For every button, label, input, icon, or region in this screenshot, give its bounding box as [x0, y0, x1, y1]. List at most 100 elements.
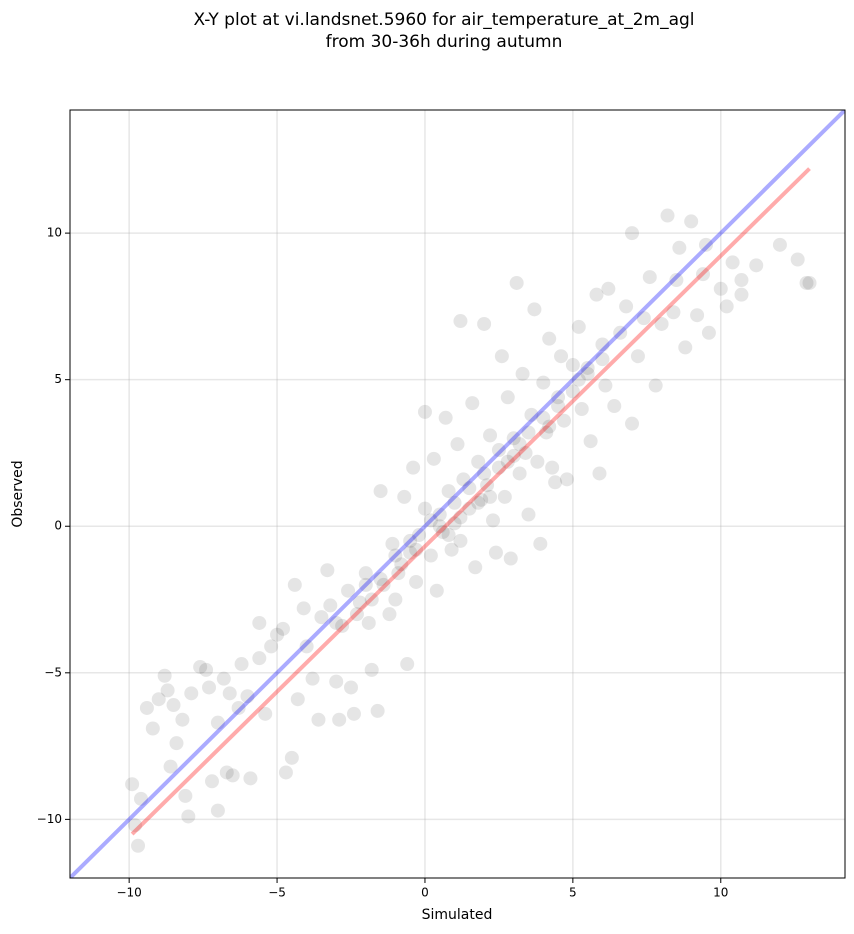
point — [394, 557, 409, 572]
point — [409, 542, 424, 557]
point — [666, 305, 681, 320]
point — [264, 639, 279, 654]
point — [151, 692, 166, 707]
point — [202, 680, 217, 695]
point — [240, 689, 255, 704]
point — [397, 489, 412, 504]
point — [574, 401, 589, 416]
point — [412, 528, 427, 543]
point — [450, 437, 465, 452]
point — [329, 615, 344, 630]
point — [468, 560, 483, 575]
line — [70, 110, 845, 878]
point — [580, 360, 595, 375]
point — [642, 270, 657, 285]
point — [157, 668, 172, 683]
point — [429, 583, 444, 598]
point — [204, 774, 219, 789]
x-tick-label: 5 — [569, 886, 577, 900]
point — [352, 595, 367, 610]
point — [725, 255, 740, 270]
point — [320, 563, 335, 578]
point — [500, 390, 515, 405]
point — [346, 706, 361, 721]
point — [607, 399, 622, 414]
point — [447, 516, 462, 531]
point — [133, 791, 148, 806]
point — [542, 419, 557, 434]
point — [672, 240, 687, 255]
point — [551, 390, 566, 405]
y-tick-label: 5 — [54, 372, 62, 386]
point — [231, 700, 246, 715]
point — [488, 545, 503, 560]
point — [364, 592, 379, 607]
point — [252, 651, 267, 666]
y-tick-label: −5 — [44, 665, 62, 679]
point — [349, 607, 364, 622]
point — [409, 574, 424, 589]
point — [335, 618, 350, 633]
point — [270, 627, 285, 642]
point — [305, 671, 320, 686]
point — [370, 703, 385, 718]
point — [329, 674, 344, 689]
y-tick-label: 0 — [54, 519, 62, 533]
y-tick-label: 10 — [47, 226, 62, 240]
point — [533, 536, 548, 551]
point — [530, 454, 545, 469]
point — [539, 425, 554, 440]
point — [453, 533, 468, 548]
point — [385, 536, 400, 551]
point — [299, 639, 314, 654]
x-tick-label: 10 — [713, 886, 728, 900]
point — [790, 252, 805, 267]
point — [341, 583, 356, 598]
point — [332, 712, 347, 727]
point — [485, 513, 500, 528]
point — [462, 481, 477, 496]
point — [559, 472, 574, 487]
chart-subtitle: from 30-36h during autumn — [326, 32, 563, 52]
point — [583, 434, 598, 449]
point — [512, 466, 527, 481]
point — [571, 319, 586, 334]
x-tick-label: 0 — [421, 886, 429, 900]
point — [545, 460, 560, 475]
point — [163, 759, 178, 774]
point — [719, 299, 734, 314]
point — [565, 384, 580, 399]
point — [376, 577, 391, 592]
point — [518, 445, 533, 460]
point — [595, 352, 610, 367]
point — [512, 437, 527, 452]
point — [598, 378, 613, 393]
point — [556, 413, 571, 428]
point — [417, 501, 432, 516]
point — [471, 495, 486, 510]
point — [551, 399, 566, 414]
point — [160, 683, 175, 698]
point — [403, 533, 418, 548]
point — [630, 349, 645, 364]
point — [483, 489, 498, 504]
x-axis-label: Simulated — [422, 907, 493, 923]
point — [258, 706, 273, 721]
point — [497, 489, 512, 504]
point — [358, 566, 373, 581]
point — [344, 680, 359, 695]
point — [278, 765, 293, 780]
plot-frame — [69, 109, 846, 879]
point — [698, 237, 713, 252]
point — [222, 686, 237, 701]
point — [178, 788, 193, 803]
point — [453, 314, 468, 329]
point — [423, 548, 438, 563]
point — [169, 736, 184, 751]
x-tick-label: −10 — [116, 886, 141, 900]
point — [713, 281, 728, 296]
point — [477, 316, 492, 331]
y-axis-label: Observed — [10, 460, 26, 527]
point — [503, 551, 518, 566]
